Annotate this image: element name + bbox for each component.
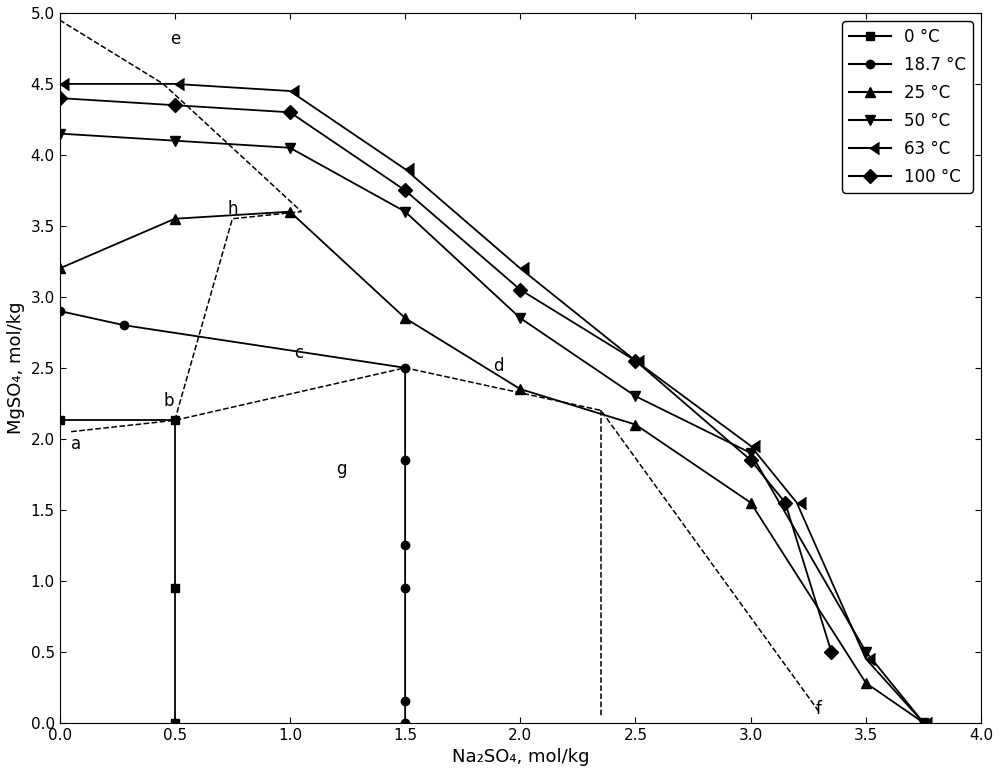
63 °C [284, 87, 296, 96]
50 °C [514, 314, 526, 323]
25 °C [860, 678, 872, 687]
100 °C [779, 498, 791, 507]
18.7 °C [399, 540, 411, 550]
Line: 25 °C: 25 °C [55, 207, 928, 727]
18.7 °C [54, 306, 66, 315]
Text: b: b [163, 392, 174, 410]
0 °C [169, 583, 181, 592]
63 °C [745, 441, 757, 451]
50 °C [284, 143, 296, 152]
18.7 °C [399, 583, 411, 592]
0 °C [54, 416, 66, 425]
100 °C [629, 356, 641, 366]
Line: 0 °C: 0 °C [55, 416, 179, 727]
Text: f: f [815, 700, 821, 718]
50 °C [745, 448, 757, 458]
Y-axis label: MgSO₄, mol/kg: MgSO₄, mol/kg [7, 301, 25, 434]
100 °C [399, 186, 411, 195]
18.7 °C [399, 455, 411, 465]
63 °C [629, 356, 641, 366]
25 °C [917, 718, 929, 727]
63 °C [917, 718, 929, 727]
100 °C [514, 285, 526, 295]
63 °C [860, 654, 872, 663]
0 °C [169, 718, 181, 727]
18.7 °C [399, 363, 411, 373]
25 °C [629, 420, 641, 429]
100 °C [284, 107, 296, 117]
Text: h: h [228, 200, 238, 219]
50 °C [860, 647, 872, 656]
100 °C [54, 94, 66, 103]
50 °C [629, 392, 641, 401]
100 °C [825, 647, 837, 656]
18.7 °C [399, 696, 411, 706]
25 °C [514, 384, 526, 393]
100 °C [745, 455, 757, 465]
50 °C [54, 129, 66, 138]
Text: a: a [71, 434, 81, 453]
25 °C [169, 214, 181, 223]
50 °C [169, 136, 181, 145]
50 °C [399, 207, 411, 216]
18.7 °C [118, 321, 130, 330]
50 °C [917, 718, 929, 727]
Text: g: g [336, 460, 347, 478]
Text: c: c [295, 344, 304, 362]
18.7 °C [399, 718, 411, 727]
63 °C [54, 80, 66, 89]
25 °C [399, 314, 411, 323]
Line: 50 °C: 50 °C [55, 129, 928, 727]
63 °C [791, 498, 803, 507]
Line: 18.7 °C: 18.7 °C [55, 307, 409, 727]
63 °C [514, 264, 526, 273]
25 °C [284, 207, 296, 216]
25 °C [745, 498, 757, 507]
Text: d: d [493, 356, 503, 375]
63 °C [399, 165, 411, 174]
100 °C [169, 100, 181, 110]
Legend: 0 °C, 18.7 °C, 25 °C, 50 °C, 63 °C, 100 °C: 0 °C, 18.7 °C, 25 °C, 50 °C, 63 °C, 100 … [842, 22, 973, 192]
25 °C [54, 264, 66, 273]
Text: e: e [170, 30, 180, 48]
63 °C [169, 80, 181, 89]
Line: 100 °C: 100 °C [55, 94, 836, 656]
X-axis label: Na₂SO₄, mol/kg: Na₂SO₄, mol/kg [452, 748, 589, 766]
Line: 63 °C: 63 °C [53, 77, 930, 729]
0 °C [169, 416, 181, 425]
